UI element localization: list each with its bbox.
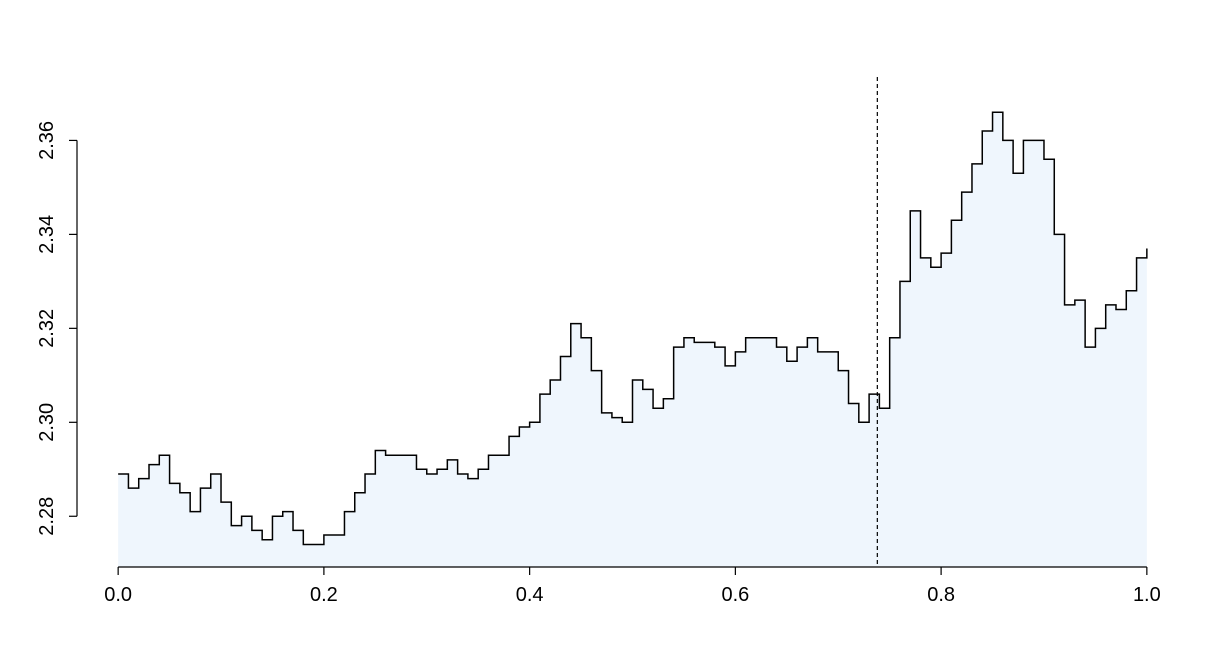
y-tick-label: 2.30 [36,403,58,442]
x-tick-label: 0.8 [927,584,955,606]
x-tick-label: 0.6 [721,584,749,606]
x-tick-label: 0.0 [104,584,132,606]
y-tick-label: 2.28 [36,497,58,536]
x-tick-label: 1.0 [1133,584,1161,606]
y-tick-label: 2.34 [36,215,58,254]
area [118,112,1147,568]
y-tick-label: 2.36 [36,121,58,160]
x-tick-label: 0.2 [310,584,338,606]
y-tick-label: 2.32 [36,309,58,348]
step-line [118,111,1148,546]
x-tick-label: 0.4 [516,584,544,606]
